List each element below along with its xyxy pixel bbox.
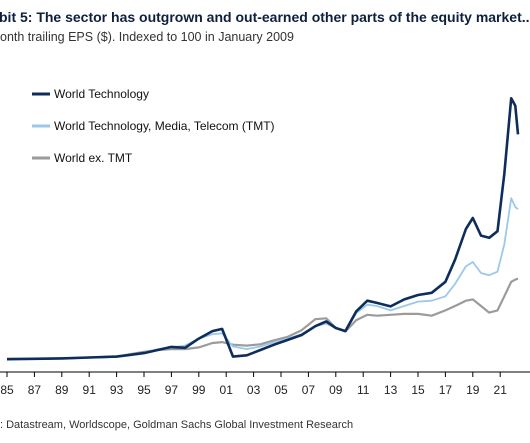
x-tick-label: 07 — [302, 383, 316, 397]
series-line-tmt — [6, 197, 519, 361]
x-tick-label: 85 — [0, 383, 14, 397]
x-tick-label: 99 — [192, 383, 206, 397]
x-tick-label: 15 — [411, 383, 425, 397]
x-tick-label: 87 — [28, 383, 42, 397]
x-tick-label: 97 — [165, 383, 179, 397]
legend-label: World Technology, Media, Telecom (TMT) — [54, 119, 275, 133]
x-tick-label: 89 — [55, 383, 69, 397]
x-tick-label: 93 — [110, 383, 124, 397]
x-axis-ticks: 85 87 89 91 93 95 97 99 01 03 05 07 09 11 13 15 17 19 21 — [0, 372, 507, 397]
legend-label: World ex. TMT — [54, 151, 133, 165]
chart-title: bit 5: The sector has outgrown and out-e… — [0, 9, 530, 25]
x-tick-label: 05 — [274, 383, 288, 397]
x-tick-label: 91 — [83, 383, 97, 397]
x-tick-label: 17 — [439, 383, 453, 397]
x-tick-label: 03 — [247, 383, 261, 397]
source-note: : Datastream, Worldscope, Goldman Sachs … — [0, 419, 354, 431]
x-tick-label: 13 — [384, 383, 398, 397]
series-line-world-technology — [6, 97, 520, 361]
legend-label: World Technology — [54, 87, 149, 101]
x-tick-label: 19 — [466, 383, 480, 397]
x-tick-label: 09 — [329, 383, 343, 397]
legend: World Technology World Technology, Media,… — [32, 87, 275, 165]
x-tick-label: 95 — [137, 383, 151, 397]
x-tick-label: 11 — [357, 383, 370, 397]
x-tick-label: 21 — [494, 383, 508, 397]
line-chart: 85 87 89 91 93 95 97 99 01 03 05 07 09 11 13 15 17 19 21 W… — [0, 87, 530, 397]
chart-subtitle: onth trailing EPS ($). Indexed to 100 in… — [0, 30, 294, 44]
x-tick-label: 01 — [220, 383, 234, 397]
series-lines — [6, 97, 520, 361]
